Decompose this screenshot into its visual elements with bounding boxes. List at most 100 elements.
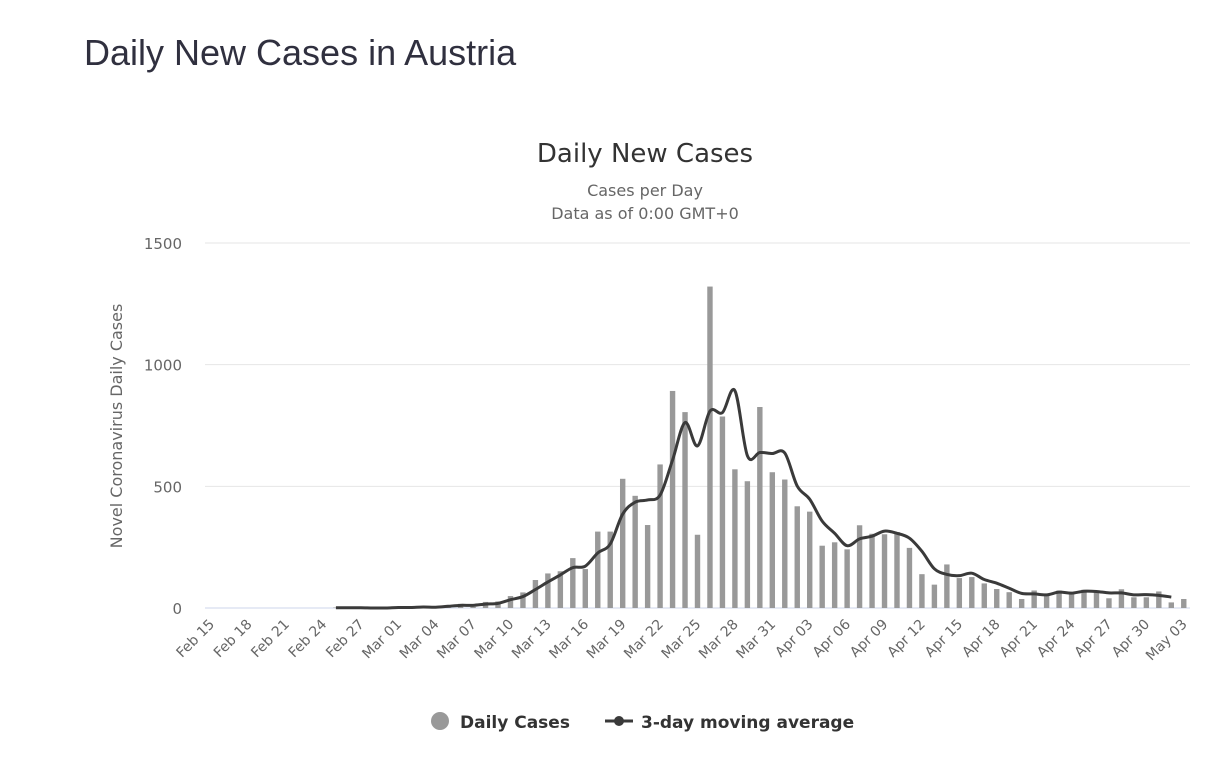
x-tick-label: Apr 27 [1072,617,1116,661]
bar-daily-cases [1168,602,1174,608]
bar-daily-cases [856,525,863,608]
legend-daily-cases-marker [431,712,449,730]
x-tick-label: Apr 21 [997,617,1041,661]
bar-daily-cases [1156,591,1162,608]
x-tick-label: Apr 24 [1034,616,1078,660]
bar-daily-cases [1031,590,1037,608]
bar-daily-cases [906,547,913,608]
bar-daily-cases [619,478,626,608]
y-axis-title: Novel Coronavirus Daily Cases [107,304,126,549]
x-tick-label: Mar 01 [359,617,405,663]
x-tick-label: Mar 13 [509,617,555,663]
bar-daily-cases [1118,589,1125,608]
chart-title: Daily New Cases [537,139,753,169]
bar-daily-cases [532,580,539,608]
bar-daily-cases [1143,597,1150,608]
bar-daily-cases [644,525,651,608]
bar-daily-cases [657,464,663,608]
bar-daily-cases [831,542,838,608]
bar-daily-cases [1093,590,1100,608]
bar-daily-cases [782,479,788,608]
y-tick-label: 0 [172,600,182,618]
x-tick-label: Apr 09 [847,617,891,661]
x-tick-label: Apr 15 [922,617,966,661]
bar-daily-cases [944,564,950,608]
bar-daily-cases [794,506,800,608]
x-tick-label: Mar 07 [434,617,480,663]
bar-daily-cases [744,481,751,608]
bar-daily-cases [919,574,925,608]
chart-subtitle-1: Cases per Day [587,181,703,200]
legend-moving-average-label: 3-day moving average [641,713,854,733]
bar-daily-cases [470,606,476,608]
bar-daily-cases [595,531,601,608]
x-tick-label: May 03 [1143,617,1191,665]
bar-daily-cases [956,578,963,608]
x-tick-label: Feb 18 [211,617,256,662]
x-tick-label: Feb 27 [323,617,368,662]
bar-daily-cases [719,416,726,608]
bar-daily-cases [520,592,526,608]
bar-daily-cases [1006,592,1012,608]
bar-daily-cases [1106,598,1112,608]
bar-daily-cases [557,571,564,608]
page-title: Daily New Cases in Austria [84,32,517,73]
x-tick-label: Mar 25 [659,617,705,663]
bar-daily-cases [570,558,576,608]
x-tick-label: Apr 18 [959,617,1003,661]
bar-daily-cases [894,532,900,608]
bar-daily-cases [1081,589,1087,608]
legend-item-daily-cases[interactable]: Daily Cases [431,712,570,733]
x-tick-label: Apr 12 [885,617,929,661]
bar-daily-cases [1131,597,1137,608]
bar-daily-cases [607,531,613,608]
bar-daily-cases [545,573,551,608]
x-tick-label: Mar 16 [546,616,592,662]
x-tick-label: Apr 06 [810,616,854,660]
bar-daily-cases [819,545,825,608]
x-tick-label: Mar 04 [397,616,443,662]
bar-daily-cases [994,589,1000,608]
bar-daily-cases [807,511,813,608]
x-tick-label: Mar 19 [584,617,630,663]
y-tick-label: 1500 [144,235,182,253]
y-tick-label: 1000 [144,357,182,375]
bar-daily-cases [682,412,688,608]
legend-item-moving-average[interactable]: 3-day moving average [605,713,854,733]
bar-daily-cases [1018,598,1025,608]
bar-daily-cases [757,407,763,608]
x-tick-label: Mar 10 [472,617,518,663]
chart-subtitle-2: Data as of 0:00 GMT+0 [551,204,739,223]
bar-daily-cases [632,495,638,608]
x-tick-label: Feb 24 [286,616,331,661]
x-tick-label: Apr 03 [772,617,816,661]
bar-daily-cases [669,390,676,608]
x-tick-label: Feb 21 [248,617,293,662]
bar-daily-cases [1068,593,1075,608]
legend: Daily Cases 3-day moving average [431,712,854,733]
bar-daily-cases [1056,590,1062,608]
bar-daily-cases [981,583,987,608]
bar-daily-cases [507,596,514,608]
legend-moving-average-marker [614,716,624,726]
bar-daily-cases [707,286,713,608]
bar-daily-cases [931,584,938,608]
bar-daily-cases [694,534,701,608]
bar-daily-cases [1043,595,1050,608]
bar-daily-cases [769,472,776,608]
bar-daily-cases [732,469,738,608]
bar-daily-cases [844,549,850,608]
bar-daily-cases [881,534,888,608]
bar-daily-cases [582,569,588,608]
bar-daily-cases [1181,598,1187,608]
legend-daily-cases-label: Daily Cases [460,713,570,733]
moving-average-line [335,387,1172,610]
bar-daily-cases [969,577,975,608]
bar-daily-cases [869,533,875,608]
x-tick-label: Feb 15 [173,617,218,662]
x-tick-label: Mar 22 [621,617,667,663]
y-tick-label: 500 [153,478,182,496]
x-tick-label: Mar 31 [733,617,779,663]
x-tick-label: Mar 28 [696,617,742,663]
